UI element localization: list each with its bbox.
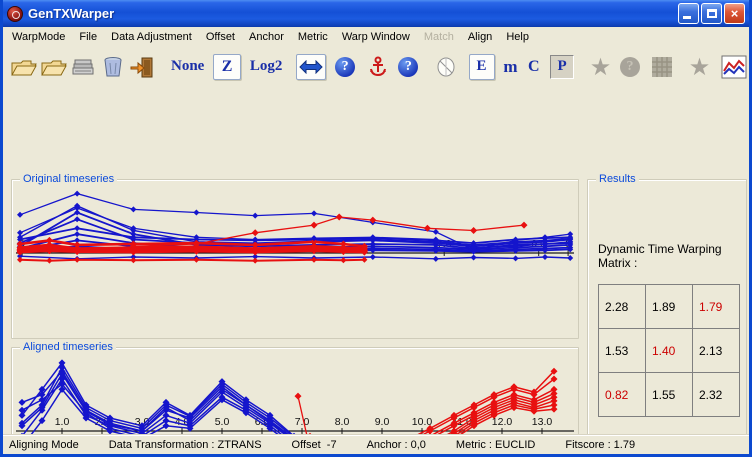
menu-help[interactable]: Help — [506, 30, 529, 43]
menu-data-adjustment[interactable]: Data Adjustment — [111, 30, 192, 43]
title-bar[interactable]: GenTXWarper × — [3, 0, 749, 27]
matrix-cell: 2.28 — [598, 284, 646, 329]
chart-icon — [721, 55, 747, 78]
offset-help-button[interactable]: ? — [335, 56, 356, 77]
match-star-icon: ★ — [589, 52, 612, 81]
menu-metric[interactable]: Metric — [297, 30, 328, 43]
match-grid-icon — [649, 56, 675, 78]
original-timeseries-panel: Original timeseries 07.09.00 — [11, 173, 579, 339]
offset-button[interactable] — [296, 53, 327, 80]
anchor-help-button[interactable]: ? — [398, 56, 419, 77]
dtw-matrix-table: 2.28 1.89 1.79 1.53 1.40 2.13 0.82 1.55 2.32 — [598, 284, 740, 417]
status-item-2: Offset -7 — [291, 438, 337, 451]
matrix-cell: 2.32 — [692, 372, 740, 417]
status-item-1: Data Transformation : ZTRANS — [108, 438, 262, 451]
status-item-3: Anchor : 0,0 — [366, 438, 426, 451]
svg-text:10.0: 10.0 — [412, 416, 433, 428]
toolbar: None Z Log2 ? ? E m C P — [3, 46, 749, 87]
delete-button[interactable] — [99, 56, 127, 78]
matrix-row-1: 1.53 1.40 2.13 — [598, 328, 740, 373]
svg-text:1.0: 1.0 — [55, 416, 70, 428]
matrix-cell: 1.89 — [645, 284, 693, 329]
matrix-row-0: 2.28 1.89 1.79 — [598, 284, 740, 329]
matrix-cell: 1.53 — [598, 328, 646, 373]
status-item-4: Metric : EUCLID — [455, 438, 536, 451]
minimize-button[interactable] — [678, 3, 699, 24]
metric-pearson-button[interactable]: P — [550, 54, 575, 79]
status-bar: Aligning Mode Data Transformation : ZTRAN… — [3, 434, 749, 454]
double-arrow-icon — [299, 59, 324, 74]
menu-warpmode[interactable]: WarpMode — [12, 30, 66, 43]
menu-align[interactable]: Align — [467, 30, 493, 43]
close-button[interactable]: × — [724, 3, 745, 24]
maximize-icon — [707, 9, 717, 18]
metric-euclid-button[interactable]: E — [468, 53, 495, 80]
transform-none-button[interactable]: None — [170, 58, 205, 74]
open-folder-icon — [41, 60, 67, 75]
open-folder-icon — [11, 60, 37, 75]
svg-text:13.0: 13.0 — [532, 416, 553, 428]
menu-bar: WarpMode File Data Adjustment Offset Anchor M… — [3, 27, 749, 46]
main-content: Original timeseries 07.09.00 Aligned tim… — [3, 87, 749, 454]
original-timeseries-plot: 07.09.00 — [16, 190, 574, 264]
matrix-cell: 1.40 — [645, 328, 693, 373]
matrix-row-2: 0.82 1.55 2.32 — [598, 372, 740, 417]
transform-ztrans-button[interactable]: Z — [213, 53, 242, 80]
show-plot-button[interactable] — [719, 55, 749, 79]
matrix-cell: 1.79 — [692, 284, 740, 329]
matrix-cell: 2.13 — [692, 328, 740, 373]
warp-window-button[interactable] — [434, 57, 458, 77]
window-title: GenTXWarper — [28, 6, 115, 21]
menu-file[interactable]: File — [79, 30, 98, 43]
original-timeseries-title: Original timeseries — [20, 173, 118, 185]
metric-manhattan-button[interactable]: m — [503, 56, 518, 76]
open-file-button[interactable] — [9, 57, 39, 77]
papers-stack-icon — [72, 59, 94, 74]
match-help-icon: ? — [620, 56, 641, 77]
exit-button[interactable] — [127, 56, 157, 78]
trash-icon — [104, 56, 122, 76]
svg-text:9.0: 9.0 — [375, 416, 390, 428]
matrix-cell: 0.82 — [598, 372, 646, 417]
menu-anchor[interactable]: Anchor — [249, 30, 284, 43]
aligned-timeseries-title: Aligned timeseries — [20, 341, 116, 353]
ellipse-cross-icon — [437, 57, 455, 76]
svg-text:12.0: 12.0 — [492, 416, 513, 428]
menu-warp-window[interactable]: Warp Window — [341, 30, 410, 43]
svg-text:7.0: 7.0 — [295, 416, 310, 428]
maximize-button[interactable] — [701, 3, 722, 24]
anchor-button[interactable] — [366, 56, 390, 78]
open-second-file-button[interactable] — [39, 57, 69, 77]
metric-chebyshev-button[interactable]: C — [527, 57, 540, 75]
menu-offset[interactable]: Offset — [205, 30, 235, 43]
anchor-icon — [369, 56, 386, 76]
svg-text:8.0: 8.0 — [335, 416, 350, 428]
exit-door-icon — [130, 57, 153, 77]
minimize-icon — [683, 16, 691, 19]
status-item-0: Aligning Mode — [9, 438, 79, 451]
app-icon — [7, 5, 23, 22]
copy-data-button[interactable] — [69, 57, 99, 77]
menu-match: Match — [423, 30, 454, 43]
dtw-matrix-label: Dynamic Time Warping Matrix : — [598, 242, 722, 270]
align-star-button[interactable]: ★ — [688, 52, 711, 81]
results-panel: Results Dynamic Time Warping Matrix : 2.… — [587, 173, 747, 454]
matrix-cell: 1.55 — [645, 372, 693, 417]
status-item-5: Fitscore : 1.79 — [565, 438, 636, 451]
transform-log2-button[interactable]: Log2 — [249, 58, 283, 74]
svg-text:5.0: 5.0 — [215, 416, 230, 428]
results-title: Results — [596, 173, 639, 185]
